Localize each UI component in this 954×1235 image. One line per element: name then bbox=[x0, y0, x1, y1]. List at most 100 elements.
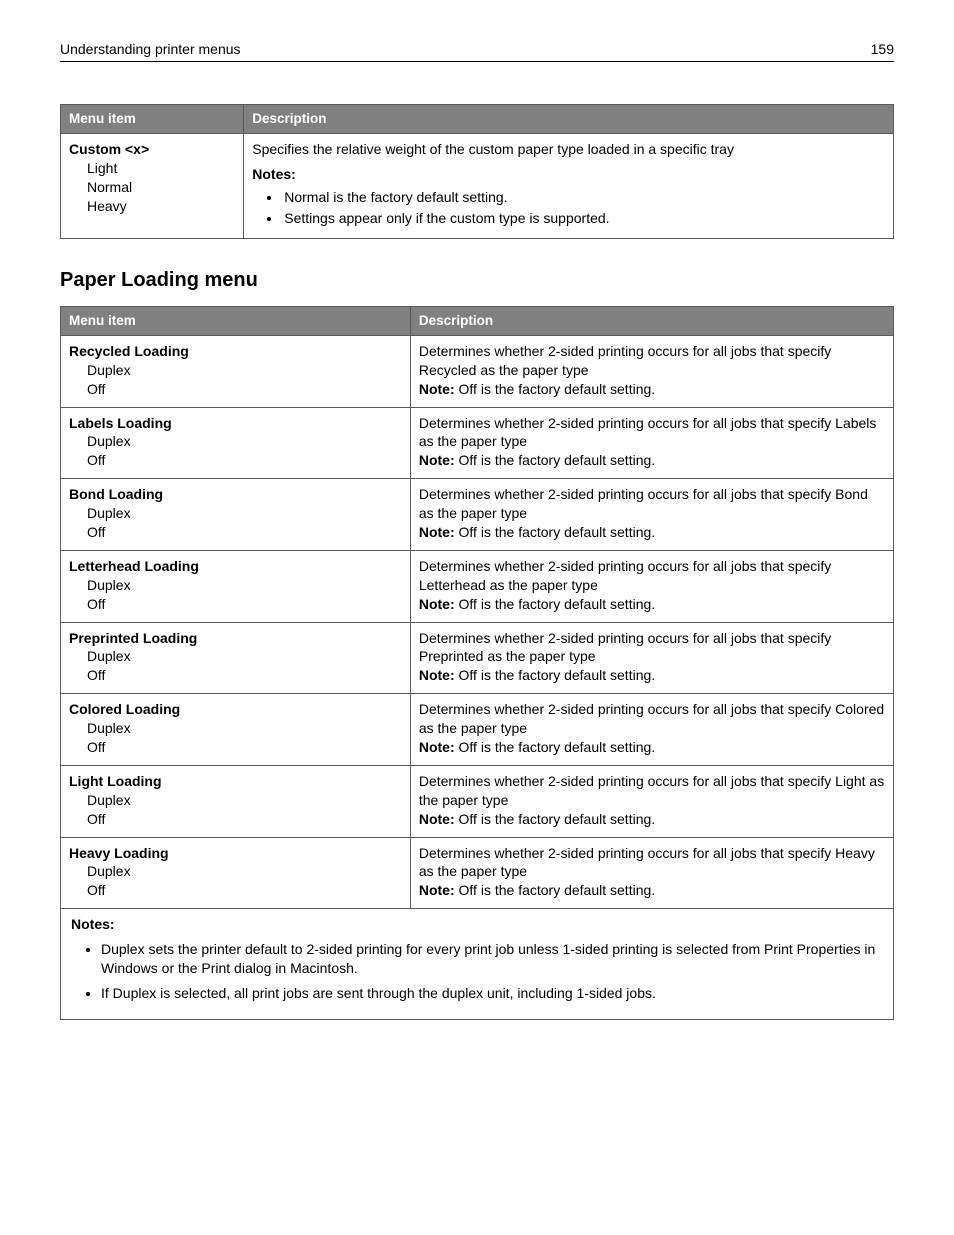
note-line: Note: Off is the factory default setting… bbox=[419, 451, 885, 470]
description-text: Determines whether 2-sided printing occu… bbox=[419, 557, 885, 595]
menu-item-cell: Light LoadingDuplexOff bbox=[61, 765, 411, 837]
description-cell: Determines whether 2-sided printing occu… bbox=[410, 837, 893, 909]
menu-item-title: Colored Loading bbox=[69, 700, 402, 719]
description-text: Determines whether 2-sided printing occu… bbox=[419, 485, 885, 523]
note-line: Note: Off is the factory default setting… bbox=[419, 666, 885, 685]
header-page-number: 159 bbox=[871, 40, 894, 59]
menu-item-cell: Colored LoadingDuplexOff bbox=[61, 694, 411, 766]
note-label: Note: bbox=[419, 739, 455, 755]
table-row: Letterhead LoadingDuplexOffDetermines wh… bbox=[61, 550, 894, 622]
note-label: Note: bbox=[419, 811, 455, 827]
custom-weight-table: Menu item Description Custom <x> Light N… bbox=[60, 104, 894, 239]
menu-item-title: Light Loading bbox=[69, 772, 402, 791]
menu-item-option: Off bbox=[69, 881, 402, 900]
table-row: Heavy LoadingDuplexOffDetermines whether… bbox=[61, 837, 894, 909]
menu-item-option: Heavy bbox=[69, 197, 235, 216]
note-text: Off is the factory default setting. bbox=[455, 739, 656, 755]
note-text: Off is the factory default setting. bbox=[455, 882, 656, 898]
table-row: Recycled LoadingDuplexOffDetermines whet… bbox=[61, 335, 894, 407]
description-text: Determines whether 2-sided printing occu… bbox=[419, 629, 885, 667]
menu-item-option: Duplex bbox=[69, 576, 402, 595]
note-text: Off is the factory default setting. bbox=[455, 667, 656, 683]
note-line: Note: Off is the factory default setting… bbox=[419, 810, 885, 829]
description-text: Determines whether 2-sided printing occu… bbox=[419, 772, 885, 810]
note-bullet: Settings appear only if the custom type … bbox=[282, 209, 885, 228]
footer-notes-title: Notes: bbox=[71, 915, 883, 934]
menu-item-option: Duplex bbox=[69, 504, 402, 523]
menu-item-option: Duplex bbox=[69, 862, 402, 881]
note-text: Off is the factory default setting. bbox=[455, 452, 656, 468]
footer-note-bullet: Duplex sets the printer default to 2-sid… bbox=[101, 940, 883, 978]
menu-item-title: Letterhead Loading bbox=[69, 557, 402, 576]
description-text: Determines whether 2-sided printing occu… bbox=[419, 700, 885, 738]
table-row: Bond LoadingDuplexOffDetermines whether … bbox=[61, 479, 894, 551]
page-header: Understanding printer menus 159 bbox=[60, 40, 894, 62]
menu-item-cell: Labels LoadingDuplexOff bbox=[61, 407, 411, 479]
t1-description-cell: Specifies the relative weight of the cus… bbox=[244, 134, 894, 239]
note-label: Note: bbox=[419, 882, 455, 898]
description-text: Determines whether 2-sided printing occu… bbox=[419, 342, 885, 380]
description-cell: Determines whether 2-sided printing occu… bbox=[410, 407, 893, 479]
note-line: Note: Off is the factory default setting… bbox=[419, 523, 885, 542]
note-line: Note: Off is the factory default setting… bbox=[419, 595, 885, 614]
note-text: Off is the factory default setting. bbox=[455, 811, 656, 827]
note-label: Note: bbox=[419, 596, 455, 612]
menu-item-option: Duplex bbox=[69, 647, 402, 666]
menu-item-option: Normal bbox=[69, 178, 235, 197]
menu-item-title: Custom <x> bbox=[69, 140, 235, 159]
table-row: Labels LoadingDuplexOffDetermines whethe… bbox=[61, 407, 894, 479]
description-cell: Determines whether 2-sided printing occu… bbox=[410, 765, 893, 837]
menu-item-title: Labels Loading bbox=[69, 414, 402, 433]
t2-header-menu-item: Menu item bbox=[61, 306, 411, 335]
menu-item-option: Off bbox=[69, 595, 402, 614]
menu-item-cell: Heavy LoadingDuplexOff bbox=[61, 837, 411, 909]
note-label: Note: bbox=[419, 381, 455, 397]
menu-item-cell: Recycled LoadingDuplexOff bbox=[61, 335, 411, 407]
note-label: Note: bbox=[419, 524, 455, 540]
menu-item-option: Off bbox=[69, 810, 402, 829]
section-title: Paper Loading menu bbox=[60, 267, 894, 294]
note-line: Note: Off is the factory default setting… bbox=[419, 881, 885, 900]
menu-item-title: Recycled Loading bbox=[69, 342, 402, 361]
menu-item-option: Duplex bbox=[69, 361, 402, 380]
note-label: Note: bbox=[419, 452, 455, 468]
menu-item-cell: Preprinted LoadingDuplexOff bbox=[61, 622, 411, 694]
table-row: Preprinted LoadingDuplexOffDetermines wh… bbox=[61, 622, 894, 694]
note-line: Note: Off is the factory default setting… bbox=[419, 738, 885, 757]
note-text: Off is the factory default setting. bbox=[455, 596, 656, 612]
menu-item-cell: Bond LoadingDuplexOff bbox=[61, 479, 411, 551]
menu-item-option: Off bbox=[69, 738, 402, 757]
menu-item-option: Light bbox=[69, 159, 235, 178]
menu-item-option: Duplex bbox=[69, 719, 402, 738]
menu-item-title: Heavy Loading bbox=[69, 844, 402, 863]
menu-item-option: Off bbox=[69, 523, 402, 542]
notes-list: Normal is the factory default setting. S… bbox=[252, 188, 885, 228]
notes-label: Notes: bbox=[252, 165, 885, 184]
description-cell: Determines whether 2-sided printing occu… bbox=[410, 622, 893, 694]
note-line: Note: Off is the factory default setting… bbox=[419, 380, 885, 399]
menu-item-cell: Letterhead LoadingDuplexOff bbox=[61, 550, 411, 622]
description-cell: Determines whether 2-sided printing occu… bbox=[410, 550, 893, 622]
menu-item-title: Bond Loading bbox=[69, 485, 402, 504]
menu-item-option: Off bbox=[69, 380, 402, 399]
menu-item-option: Off bbox=[69, 666, 402, 685]
table-row: Colored LoadingDuplexOffDetermines wheth… bbox=[61, 694, 894, 766]
note-text: Off is the factory default setting. bbox=[455, 381, 656, 397]
description-text: Determines whether 2-sided printing occu… bbox=[419, 844, 885, 882]
paper-loading-table: Menu item Description Recycled LoadingDu… bbox=[60, 306, 894, 910]
footer-notes-list: Duplex sets the printer default to 2-sid… bbox=[71, 940, 883, 1003]
description-text: Determines whether 2-sided printing occu… bbox=[419, 414, 885, 452]
description-cell: Determines whether 2-sided printing occu… bbox=[410, 479, 893, 551]
t1-menu-item-cell: Custom <x> Light Normal Heavy bbox=[61, 134, 244, 239]
menu-item-title: Preprinted Loading bbox=[69, 629, 402, 648]
menu-item-option: Off bbox=[69, 451, 402, 470]
footer-note-bullet: If Duplex is selected, all print jobs ar… bbox=[101, 984, 883, 1003]
header-left: Understanding printer menus bbox=[60, 40, 241, 59]
t2-header-description: Description bbox=[410, 306, 893, 335]
description-text: Specifies the relative weight of the cus… bbox=[252, 140, 885, 159]
table-footer-notes: Notes: Duplex sets the printer default t… bbox=[60, 909, 894, 1020]
t1-header-description: Description bbox=[244, 104, 894, 133]
note-text: Off is the factory default setting. bbox=[455, 524, 656, 540]
table-row: Custom <x> Light Normal Heavy Specifies … bbox=[61, 134, 894, 239]
menu-item-option: Duplex bbox=[69, 432, 402, 451]
